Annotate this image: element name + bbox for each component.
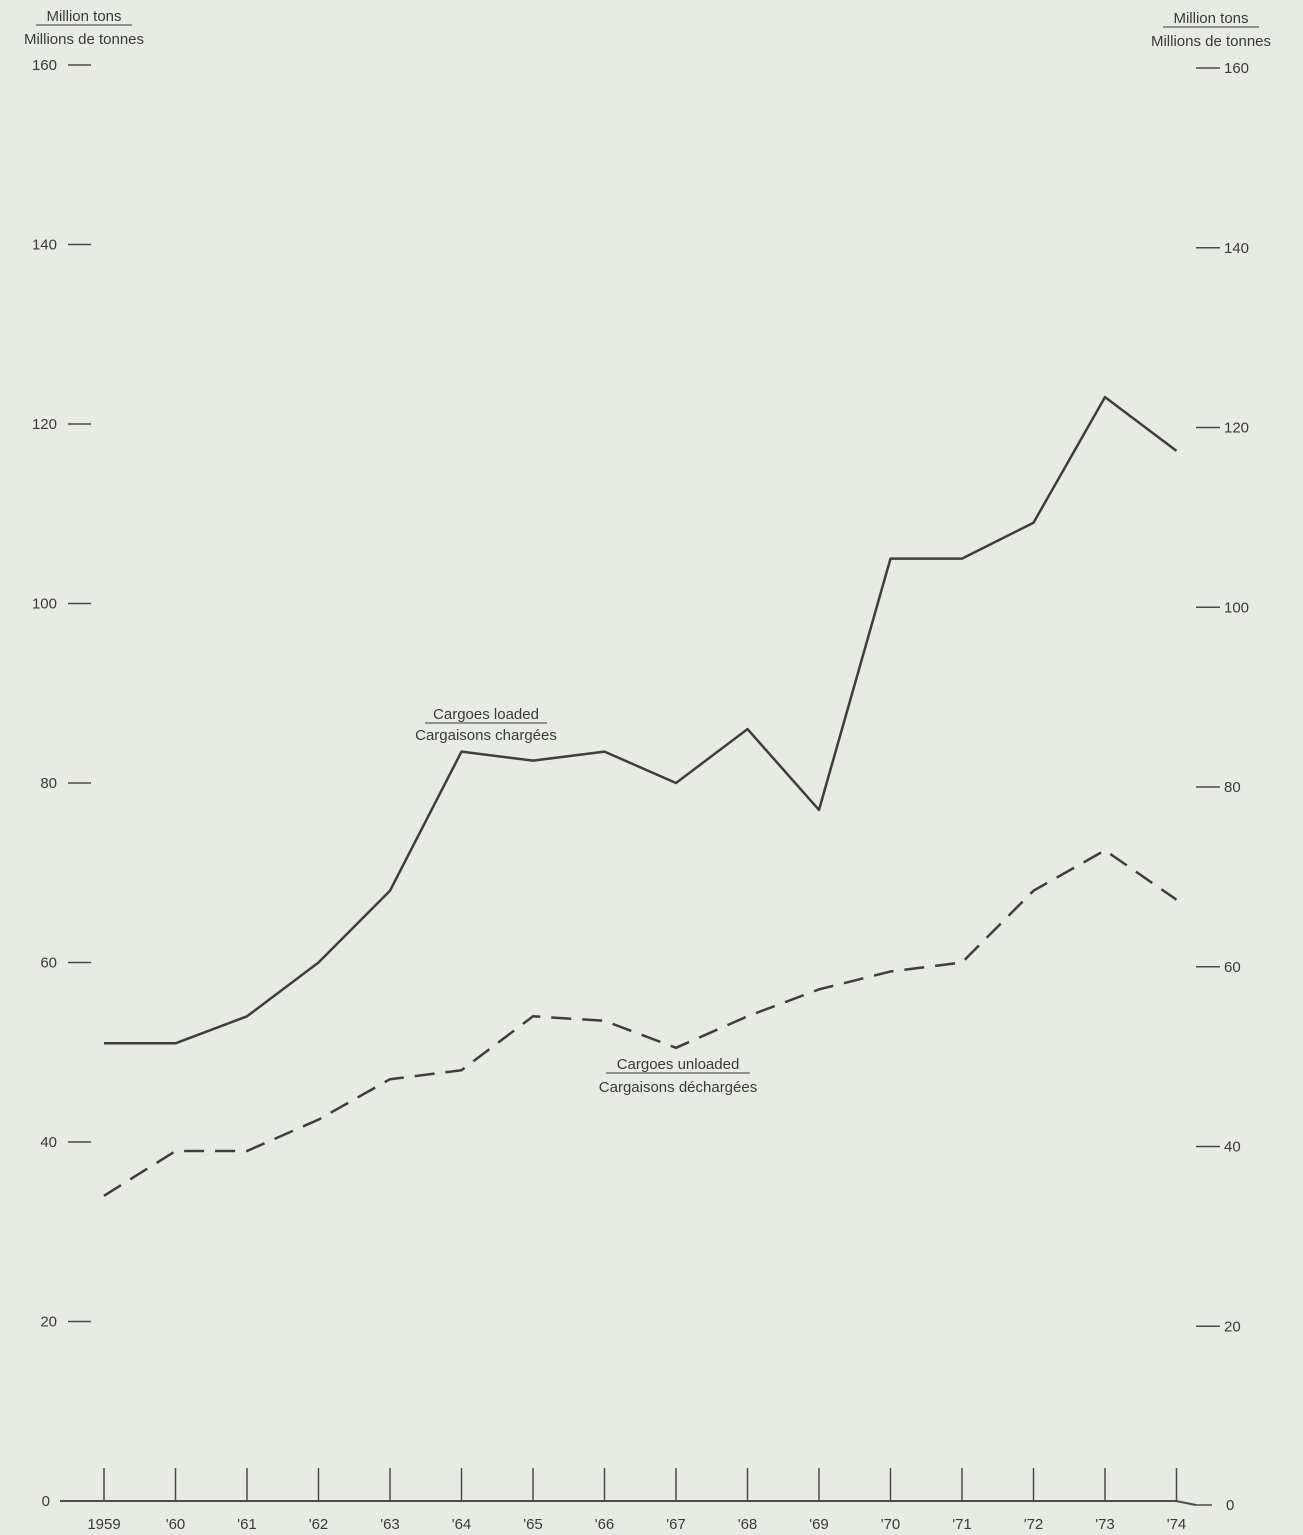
- x-tick-label: '65: [523, 1516, 543, 1533]
- x-tick-label: '67: [666, 1516, 686, 1533]
- cargoes-unloaded-line: [103, 849, 1178, 1197]
- x-tick-label: '68: [738, 1516, 758, 1533]
- left-y-tick-label: 80: [40, 775, 57, 792]
- left-y-tick-label: 60: [40, 955, 57, 972]
- x-tick-label: '64: [452, 1516, 472, 1533]
- left-y-axis: 0 20 40 60 80 100 120 140 160: [32, 57, 91, 1510]
- x-tick-label: '69: [809, 1516, 829, 1533]
- right-y-tick-label: 120: [1224, 420, 1249, 437]
- right-y-tick-label: 20: [1224, 1318, 1241, 1335]
- unloaded-series-label: Cargoes unloaded Cargaisons déchargées: [599, 1056, 757, 1096]
- cargoes-loaded-line: [104, 395, 1178, 1045]
- left-y-tick-label: 120: [32, 416, 57, 433]
- left-y-tick-label: 100: [32, 596, 57, 613]
- series-group: [103, 395, 1178, 1197]
- left-axis-unit-fr: Millions de tonnes: [24, 31, 144, 48]
- right-y-tick-label: 140: [1224, 240, 1249, 257]
- x-tick-label: '74: [1167, 1516, 1187, 1533]
- x-tick-label: '61: [237, 1516, 257, 1533]
- x-tick-label: '62: [309, 1516, 329, 1533]
- left-y-tick-label: 140: [32, 237, 57, 254]
- unloaded-label-en: Cargoes unloaded: [617, 1056, 740, 1073]
- loaded-label-fr: Cargaisons chargées: [415, 727, 557, 744]
- right-y-tick-label: 60: [1224, 959, 1241, 976]
- unloaded-label-fr: Cargaisons déchargées: [599, 1079, 757, 1096]
- right-y-tick-label: 160: [1224, 60, 1249, 77]
- loaded-series-label: Cargoes loaded Cargaisons chargées: [415, 706, 557, 744]
- right-y-tick-label: 40: [1224, 1139, 1241, 1156]
- left-y-tick-label: 160: [32, 57, 57, 74]
- x-tick-label: '63: [380, 1516, 400, 1533]
- left-axis-unit-en: Million tons: [46, 8, 121, 25]
- left-y-tick-label: 40: [40, 1134, 57, 1151]
- right-y-axis: 0 20 40 60 80 100 120 140 160: [1196, 60, 1249, 1514]
- x-tick-label: '72: [1024, 1516, 1044, 1533]
- x-tick-label: '60: [166, 1516, 186, 1533]
- right-y-tick-label: 0: [1226, 1497, 1234, 1514]
- right-axis-unit-en: Million tons: [1173, 10, 1248, 27]
- right-axis-unit-fr: Millions de tonnes: [1151, 33, 1271, 50]
- x-tick-label: '71: [952, 1516, 972, 1533]
- x-tick-label: '73: [1095, 1516, 1115, 1533]
- x-tick-label: '70: [881, 1516, 901, 1533]
- loaded-label-en: Cargoes loaded: [433, 706, 539, 723]
- x-axis: 1959 '60 '61 '62 '63 '64 '65 '66 '67 '68 '69 '70 '71…: [60, 1468, 1197, 1533]
- right-y-tick-label: 100: [1224, 599, 1249, 616]
- x-axis-line: [60, 1500, 1197, 1506]
- left-y-tick-label: 0: [42, 1493, 50, 1510]
- left-y-tick-label: 20: [40, 1314, 57, 1331]
- x-tick-label: '66: [595, 1516, 615, 1533]
- x-tick-label: 1959: [87, 1516, 120, 1533]
- right-y-tick-label: 80: [1224, 779, 1241, 796]
